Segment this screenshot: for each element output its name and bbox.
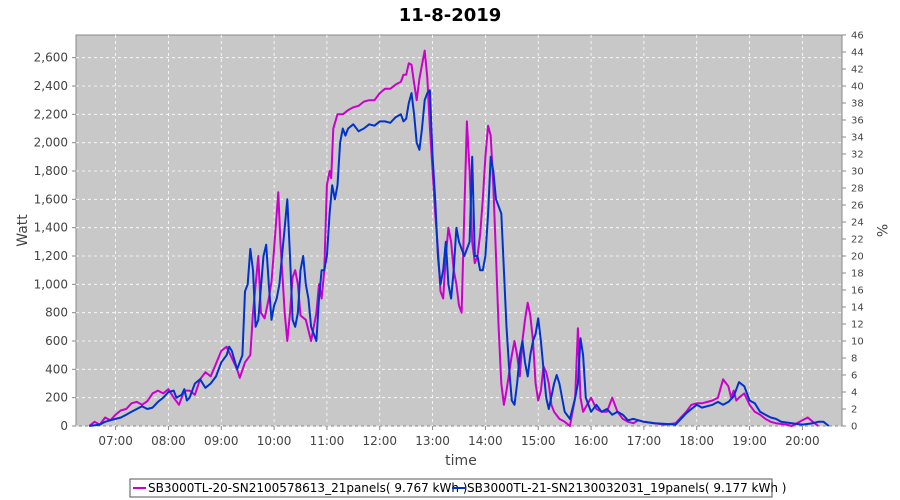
x-axis-title: time [445, 453, 477, 469]
y2-tick-label: 18 [851, 269, 864, 280]
y-tick-label: 1,800 [34, 164, 68, 178]
x-tick-label: 14:00 [468, 434, 503, 448]
y-tick-label: 1,600 [34, 192, 68, 206]
x-tick-label: 13:00 [415, 434, 450, 448]
legend-label: SB3000TL-20-SN2100578613_21panels( 9.767… [148, 481, 467, 495]
y2-tick-label: 44 [851, 48, 864, 59]
y2-tick-label: 6 [851, 371, 857, 382]
y-axis-right: 0246810121416182022242628303234363840424… [842, 31, 864, 433]
x-tick-label: 17:00 [627, 434, 662, 448]
y2-tick-label: 0 [851, 422, 857, 433]
y2-tick-label: 22 [851, 235, 864, 246]
y-tick-label: 2,200 [34, 107, 68, 121]
x-tick-label: 15:00 [521, 434, 556, 448]
x-tick-label: 10:00 [257, 434, 292, 448]
x-tick-label: 11:00 [310, 434, 345, 448]
x-tick-label: 07:00 [98, 434, 133, 448]
legend-box [129, 478, 773, 498]
y-tick-label: 200 [45, 391, 68, 405]
y2-tick-label: 2 [851, 405, 857, 416]
y2-axis-title: % [873, 224, 889, 237]
y-tick-label: 600 [45, 334, 68, 348]
x-tick-label: 19:00 [732, 434, 767, 448]
y2-tick-label: 26 [851, 201, 864, 212]
y2-tick-label: 14 [851, 303, 864, 314]
y2-tick-label: 30 [851, 167, 864, 178]
y2-tick-label: 24 [851, 218, 864, 229]
series-layer [88, 49, 830, 427]
y2-tick-label: 28 [851, 184, 864, 195]
y2-tick-label: 40 [851, 82, 864, 93]
chart-title: 11-8-2019 [399, 5, 502, 26]
y2-tick-label: 4 [851, 388, 857, 399]
legend-item-series-1: SB3000TL-20-SN2100578613_21panels( 9.767… [133, 481, 467, 495]
y2-tick-label: 12 [851, 320, 864, 331]
series-line-2 [89, 89, 830, 427]
plot-area [75, 34, 843, 427]
x-tick-label: 09:00 [204, 434, 239, 448]
legend-label: SB3000TL-21-SN2130032031_19panels( 9.177… [467, 481, 786, 495]
y-axis-title: Watt [15, 214, 31, 247]
y2-tick-label: 38 [851, 99, 864, 110]
y2-tick-label: 46 [851, 31, 864, 42]
x-tick-label: 12:00 [362, 434, 397, 448]
legend: SB3000TL-20-SN2100578613_21panels( 9.767… [129, 478, 786, 498]
y-tick-label: 400 [45, 362, 68, 376]
y2-tick-label: 8 [851, 354, 857, 365]
y-tick-label: 2,000 [34, 136, 68, 150]
x-axis: 07:00 08:00 09:00 10:00 11:00 12:00 13:00 14:00… [98, 426, 820, 448]
y2-tick-label: 10 [851, 337, 864, 348]
y-tick-label: 2,400 [34, 79, 68, 93]
y2-tick-label: 20 [851, 252, 864, 263]
x-tick-label: 16:00 [574, 434, 609, 448]
y-tick-label: 1,400 [34, 221, 68, 235]
y-axis-left: 0 200 400 600 800 1,000 1,200 1,400 1,600 1,800 2,… [34, 51, 76, 433]
x-tick-label: 20:00 [785, 434, 820, 448]
y2-tick-label: 32 [851, 150, 864, 161]
y-tick-label: 1,000 [34, 277, 68, 291]
y2-tick-label: 34 [851, 133, 864, 144]
legend-item-series-2: SB3000TL-21-SN2130032031_19panels( 9.177… [452, 481, 786, 495]
y2-tick-label: 16 [851, 286, 864, 297]
x-tick-label: 18:00 [679, 434, 714, 448]
y2-tick-label: 36 [851, 116, 864, 127]
y2-tick-label: 42 [851, 65, 864, 76]
y-tick-label: 2,600 [34, 51, 68, 65]
y-tick-label: 0 [60, 419, 68, 433]
y-tick-label: 800 [45, 306, 68, 320]
y-tick-label: 1,200 [34, 249, 68, 263]
x-tick-label: 08:00 [151, 434, 186, 448]
